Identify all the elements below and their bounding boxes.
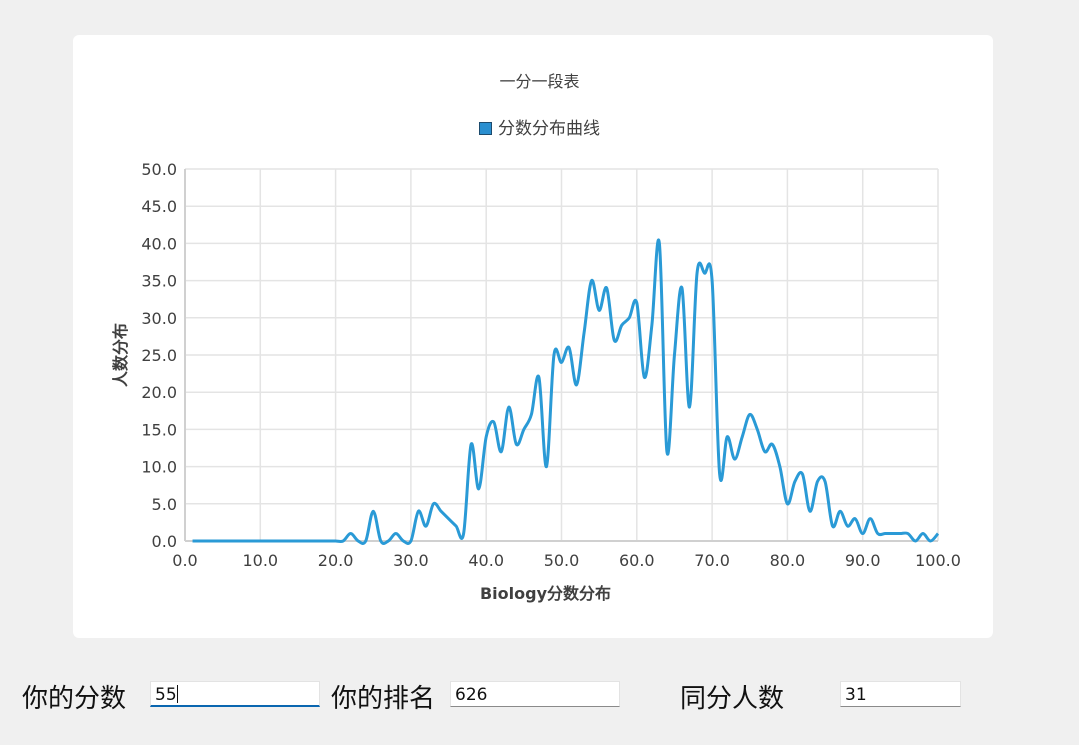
rank-field-value: 626 [455,685,488,705]
y-tick-label: 10.0 [141,458,177,477]
score-label: 你的分数 [22,684,127,714]
x-tick-label: 80.0 [770,551,806,570]
same-score-field[interactable]: 31 [840,681,961,707]
y-tick-label: 40.0 [141,234,177,253]
x-tick-label: 30.0 [393,551,429,570]
x-tick-label: 70.0 [694,551,730,570]
y-tick-label: 45.0 [141,197,177,216]
x-tick-label: 0.0 [172,551,197,570]
x-tick-label: 10.0 [242,551,278,570]
legend-swatch [479,122,492,135]
y-tick-label: 5.0 [152,495,177,514]
x-tick-label: 100.0 [915,551,961,570]
y-tick-label: 0.0 [152,532,177,551]
chart-legend: 分数分布曲线 [0,114,1079,139]
score-input-value: 55 [155,685,177,705]
x-tick-label: 50.0 [544,551,580,570]
x-tick-label: 60.0 [619,551,655,570]
y-tick-label: 30.0 [141,309,177,328]
y-tick-label: 20.0 [141,383,177,402]
score-input[interactable]: 55 [150,681,320,707]
y-tick-label: 50.0 [141,160,177,179]
rank-field[interactable]: 626 [450,681,620,707]
y-tick-label: 15.0 [141,420,177,439]
chart-card [73,35,993,638]
x-tick-label: 40.0 [468,551,504,570]
y-tick-label: 35.0 [141,272,177,291]
same-score-label: 同分人数 [680,684,785,714]
same-score-field-value: 31 [845,685,867,705]
x-tick-label: 90.0 [845,551,881,570]
series-line [192,238,940,545]
y-axis-title: 人数分布 [111,323,130,387]
text-caret [176,685,178,703]
legend-label: 分数分布曲线 [498,119,600,139]
y-tick-label: 25.0 [141,346,177,365]
rank-label: 你的排名 [331,684,436,714]
x-tick-label: 20.0 [318,551,354,570]
chart-title: 一分一段表 [499,72,580,91]
score-query-bar: 你的分数 55 你的排名 626 同分人数 31 [0,676,1079,716]
x-axis-title: Biology分数分布 [480,584,611,603]
